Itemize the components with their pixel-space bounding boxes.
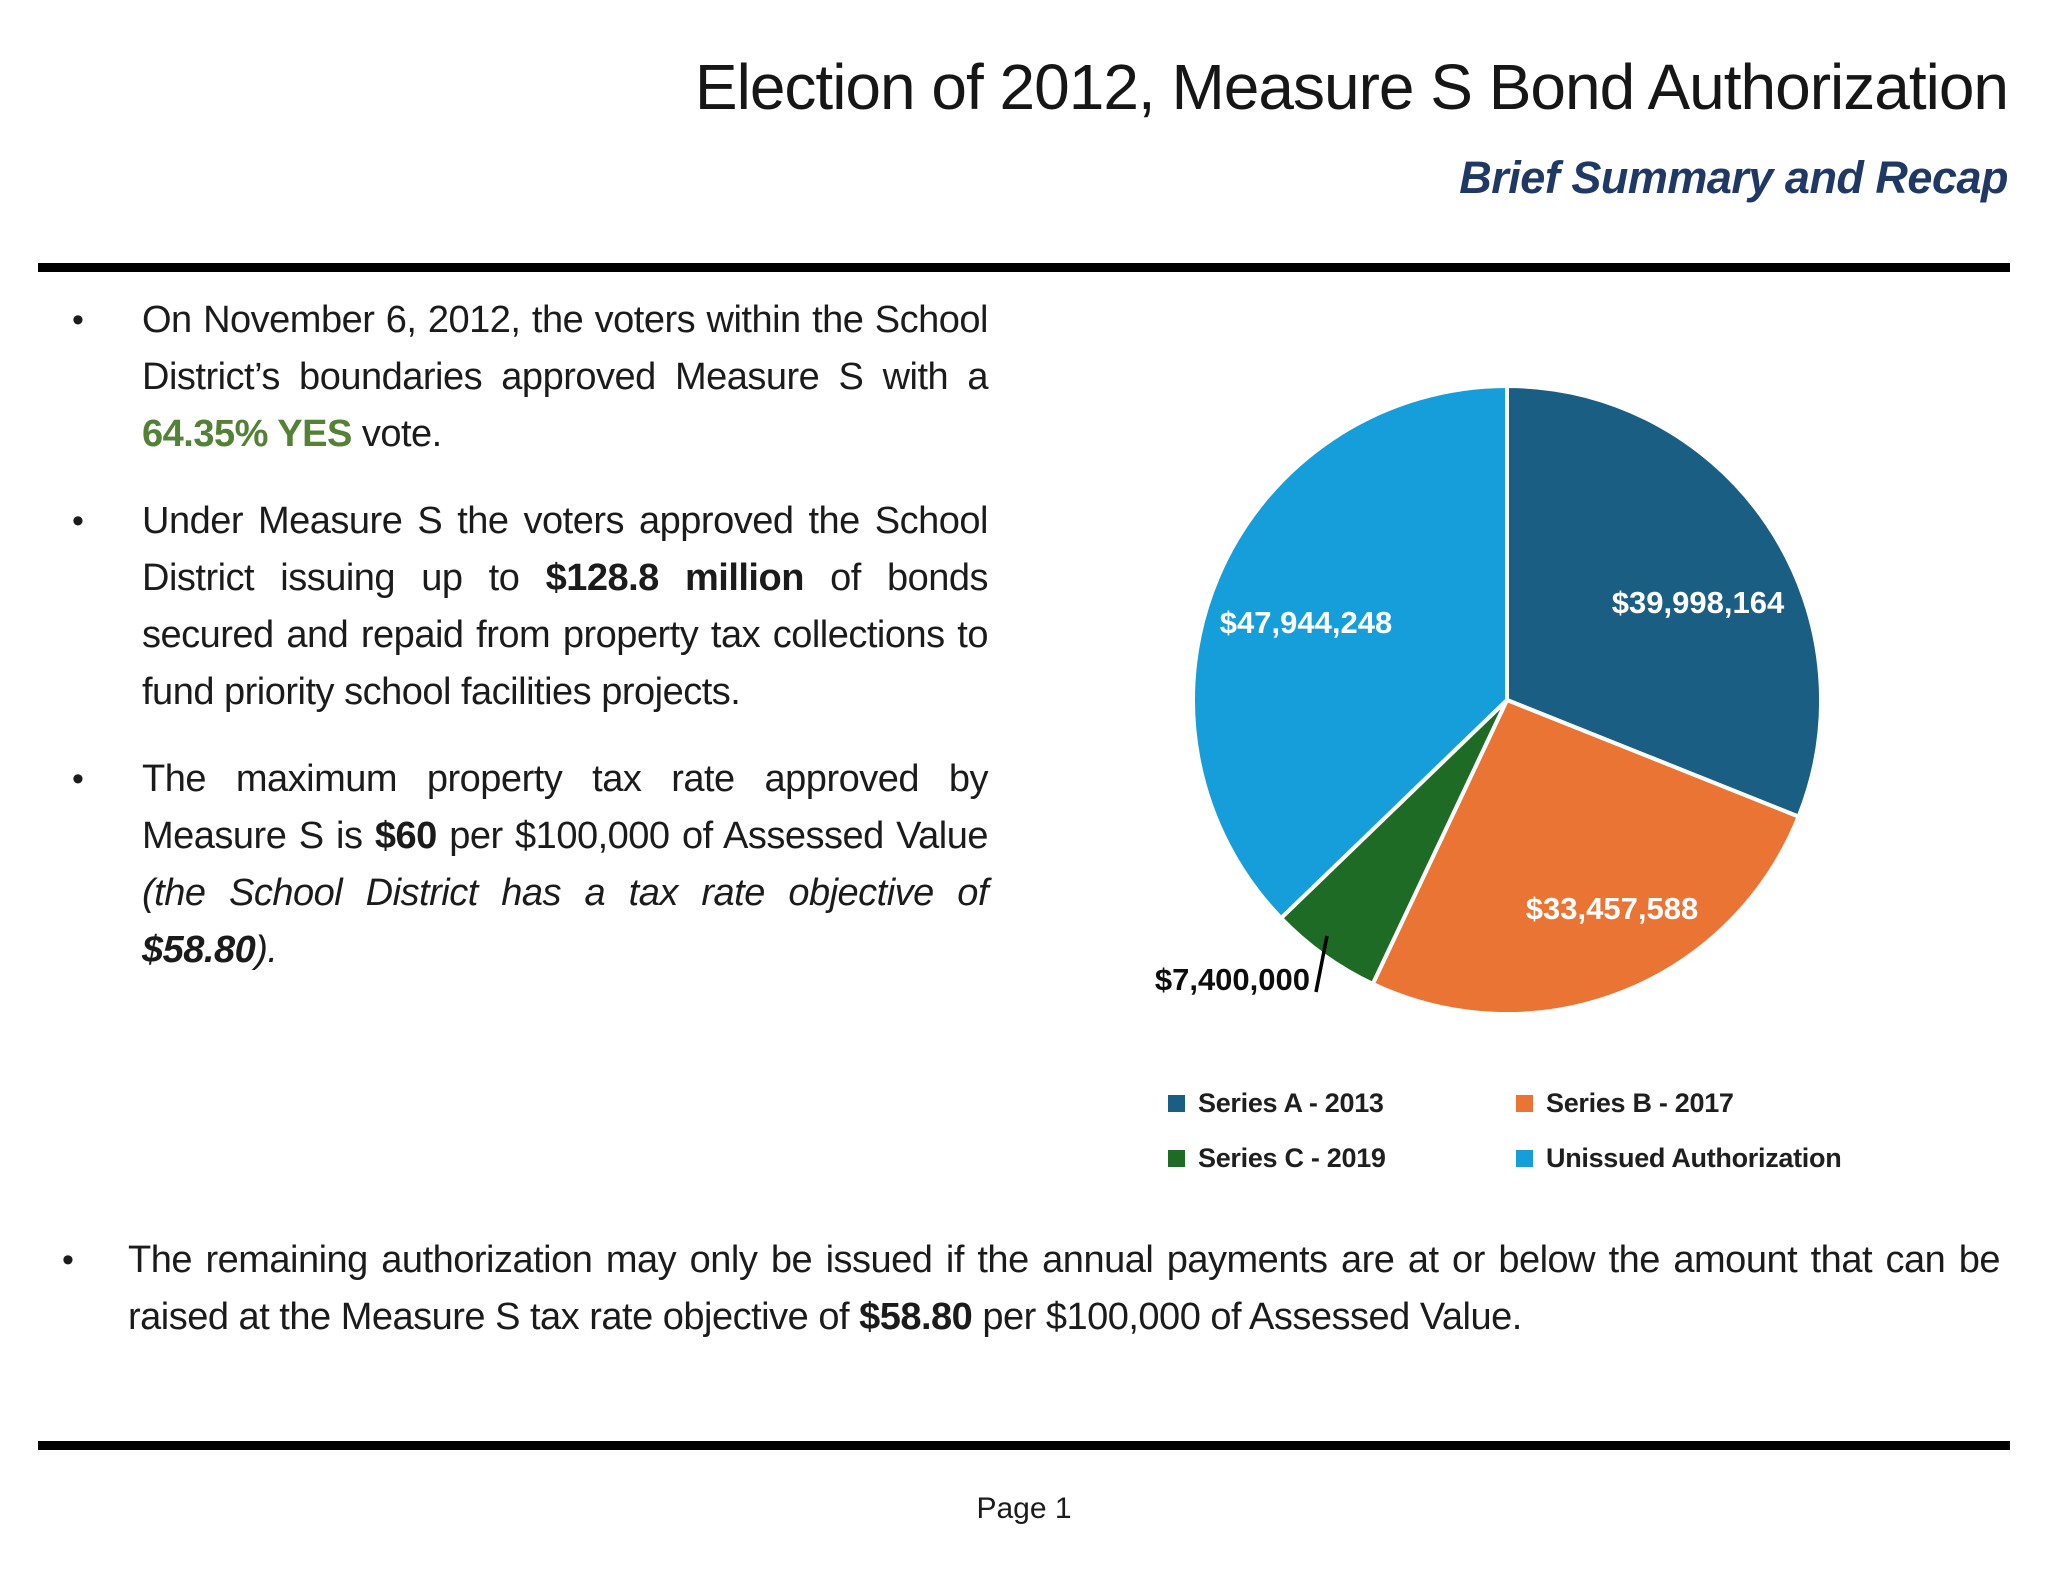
top-divider [38,263,2010,272]
bullet-text: Under Measure S the voters approved the … [142,493,989,721]
text-run: The remaining authorization may only be … [128,1239,2001,1338]
legend-swatch-series-a [1168,1095,1185,1112]
bullet-list-bottom: The remaining authorization may only be … [48,1232,2001,1376]
bullet-list-left: On November 6, 2012, the voters within t… [58,292,989,1009]
pie-value-label-series-b-2017: $33,457,588 [1526,891,1698,926]
bullet-marker [58,751,142,979]
legend-swatch-series-b [1516,1095,1533,1112]
bottom-divider [38,1441,2010,1450]
text-run: per $100,000 of Assessed Value. [972,1296,1522,1338]
legend-label-series-a: Series A - 2013 [1198,1088,1384,1118]
header: Election of 2012, Measure S Bond Authori… [60,51,2009,204]
legend-item-unissued: Unissued Authorization [1516,1143,1842,1174]
text-run: of bonds secured and repaid from propert… [142,557,989,713]
bullet-text: The remaining authorization may only be … [128,1232,2001,1346]
legend-item-series-c: Series C - 2019 [1168,1143,1516,1174]
highlight-yes-vote: 64.35% YES [142,413,352,455]
text-run: Under Measure S the voters approved the … [142,500,989,599]
legend-item-series-a: Series A - 2013 [1168,1088,1516,1119]
bold-objective: $58.80 [859,1296,973,1338]
bullet-marker [58,493,142,721]
text-run: per $100,000 of Assessed Value [436,815,988,857]
bullet-marker [58,292,142,463]
text-run: The maximum property tax rate approved b… [142,758,989,857]
bullet-authorization-amount: Under Measure S the voters approved the … [58,493,989,721]
pie-chart-svg: $39,998,164 $33,457,588 $7,400,000 $47,944,… [1155,384,1824,1016]
text-run: vote. [351,413,442,455]
page-subtitle: Brief Summary and Recap [1459,152,2008,204]
page-title: Election of 2012, Measure S Bond Authori… [694,51,2009,123]
chart-legend: Series A - 2013 Series B - 2017 Series C… [1168,1088,1842,1174]
pie-value-label-series-a-2013: $39,998,164 [1612,585,1785,620]
bold-amount: $128.8 million [545,557,805,599]
pie-chart: $39,998,164 $33,457,588 $7,400,000 $47,944,… [1060,336,1980,1046]
legend-item-series-b: Series B - 2017 [1516,1088,1841,1119]
bullet-tax-rate: The maximum property tax rate approved b… [58,751,989,979]
bullet-vote-result: On November 6, 2012, the voters within t… [58,292,989,463]
pie-slice-series-b-2017 [1370,698,1801,1016]
pie-value-label-unissued-authorization: $47,944,248 [1220,605,1392,640]
italic-run: ). [255,929,278,971]
legend-swatch-series-c [1168,1150,1185,1167]
legend-label-unissued: Unissued Authorization [1546,1143,1842,1173]
bullet-text: On November 6, 2012, the voters within t… [142,292,989,463]
page-number: Page 1 [976,1492,1072,1525]
text-run: On November 6, 2012, the voters within t… [142,299,989,398]
bullet-marker [48,1232,128,1346]
legend-label-series-c: Series C - 2019 [1198,1143,1386,1173]
legend-label-series-b: Series B - 2017 [1546,1088,1734,1118]
pie-slice-series-a-2013 [1505,384,1824,819]
pie-value-label-series-c-2019: $7,400,000 [1155,962,1310,997]
pie-slice-unissued-authorization [1191,384,1509,921]
bullet-remaining-authorization: The remaining authorization may only be … [48,1232,2001,1346]
bold-rate: $60 [374,815,437,857]
legend-swatch-unissued [1516,1150,1533,1167]
italic-run: (the School District has a tax rate obje… [142,872,989,914]
page-footer: Page 1 [0,1492,2048,1526]
leader-line-series-c [1314,935,1329,993]
bold-italic-objective: $58.80 [142,929,256,971]
bullet-text: The maximum property tax rate approved b… [142,751,989,979]
